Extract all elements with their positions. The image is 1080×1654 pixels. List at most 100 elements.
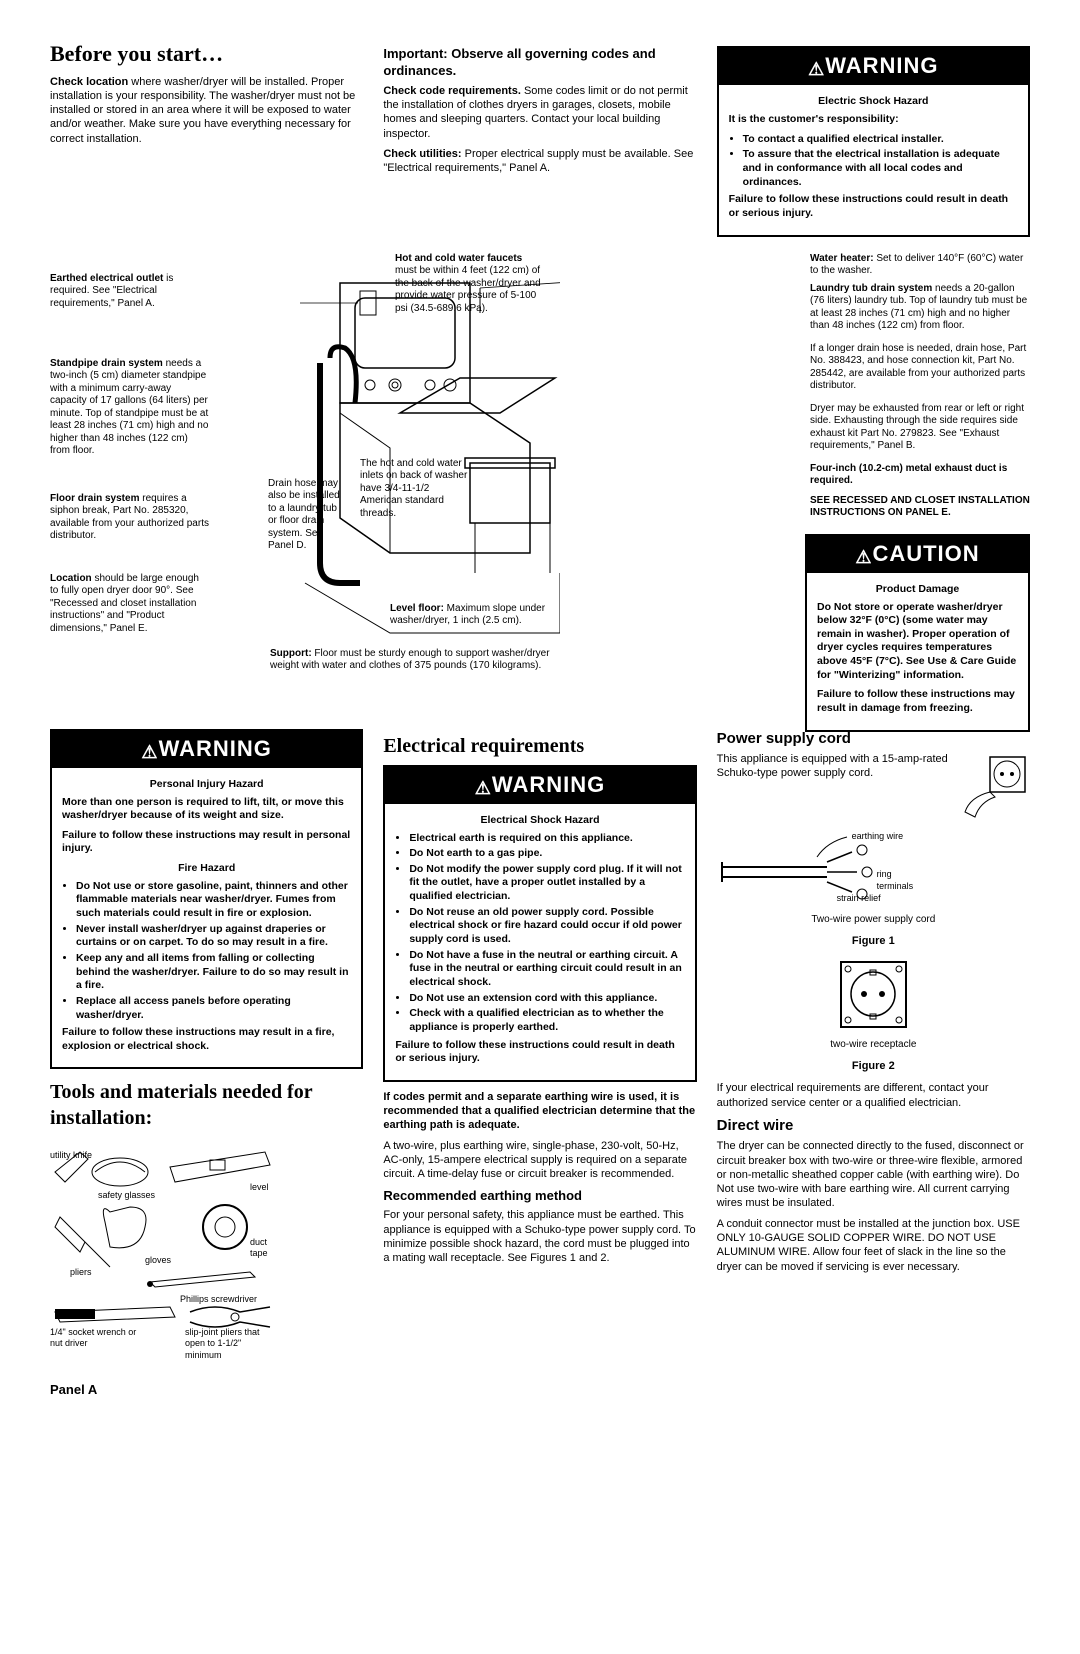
- important-col: Important: Observe all governing codes a…: [383, 40, 696, 243]
- fire-b2: Never install washer/dryer up against dr…: [76, 923, 351, 950]
- dryer-exhaust-text: Dryer may be exhausted from rear or left…: [810, 403, 1024, 452]
- power-cord-intro-row: This appliance is equipped with a 15-amp…: [717, 752, 1030, 822]
- standpipe-text: needs a two-inch (5 cm) diameter standpi…: [50, 358, 208, 457]
- fig2-label: Figure 2: [717, 1059, 1030, 1073]
- warning-personal-banner: ⚠WARNING: [52, 731, 361, 768]
- warning-triangle-icon: ⚠: [141, 742, 158, 762]
- direct-wire-p2: A conduit connector must be installed at…: [717, 1217, 1030, 1274]
- right-lower-col: Power supply cord This appliance is equi…: [717, 723, 1030, 1362]
- support-label: Support:: [270, 648, 312, 659]
- warning-banner: ⚠WARNING: [719, 48, 1028, 85]
- recessed-text: SEE RECESSED AND CLOSET INSTALLATION INS…: [810, 495, 1030, 519]
- water-heater-label: Water heater:: [810, 253, 874, 264]
- elec-shock-label: Electrical Shock Hazard: [395, 814, 684, 828]
- direct-wire-p1: The dryer can be connected directly to t…: [717, 1139, 1030, 1210]
- two-wire-caption: Two-wire power supply cord: [717, 913, 1030, 926]
- important-title: Important: Observe all governing codes a…: [383, 46, 696, 80]
- check-code-label: Check code requirements.: [383, 85, 521, 97]
- level-label: level: [250, 1182, 269, 1194]
- caution-triangle-icon: ⚠: [855, 547, 872, 567]
- standpipe-callout: Standpipe drain system needs a two-inch …: [50, 358, 210, 458]
- earthed-outlet-label: Earthed electrical outlet: [50, 273, 163, 284]
- direct-wire-title: Direct wire: [717, 1116, 1030, 1136]
- four-inch-callout: Four-inch (10.2-cm) metal exhaust duct i…: [810, 463, 1030, 488]
- receptacle-fig: [717, 957, 1030, 1036]
- installation-diagram: Earthed electrical outlet is required. S…: [50, 253, 1030, 693]
- product-damage-label: Product Damage: [817, 583, 1018, 597]
- before-start-text: Check location where washer/dryer will b…: [50, 75, 363, 146]
- fire-b4: Replace all access panels before operati…: [76, 995, 351, 1022]
- floor-drain-callout: Floor drain system requires a siphon bre…: [50, 493, 210, 543]
- floor-drain-label: Floor drain system: [50, 493, 139, 504]
- caution-banner: ⚠CAUTION: [807, 536, 1028, 573]
- personal-failure2: Failure to follow these instructions may…: [62, 1026, 351, 1053]
- utility-knife-label: utility knife: [50, 1150, 92, 1162]
- level-callout: Level floor: Maximum slope under washer/…: [390, 603, 550, 628]
- caution-banner-text: CAUTION: [872, 541, 979, 566]
- top-row: Before you start… Check location where w…: [50, 40, 1030, 243]
- four-inch-text: Four-inch (10.2-cm) metal exhaust duct i…: [810, 463, 1007, 487]
- fire-b3: Keep any and all items from falling or c…: [76, 952, 351, 993]
- standpipe-label: Standpipe drain system: [50, 358, 163, 369]
- eb1: Electrical earth is required on this app…: [409, 832, 684, 846]
- earthed-outlet-callout: Earthed electrical outlet is required. S…: [50, 273, 210, 311]
- eb3: Do Not modify the power supply cord plug…: [409, 863, 684, 904]
- elec-failure: Failure to follow these instructions cou…: [395, 1039, 684, 1066]
- warning-elec-body: Electrical Shock Hazard Electrical earth…: [385, 804, 694, 1080]
- eb7: Check with a qualified electrician as to…: [409, 1007, 684, 1034]
- panel-label: Panel A: [50, 1382, 1030, 1399]
- lower-row: ⚠WARNING Personal Injury Hazard More tha…: [50, 723, 1030, 1362]
- caution-container: ⚠CAUTION Product Damage Do Not store or …: [805, 528, 1030, 738]
- slip-joint-label: slip-joint pliers that open to 1-1/2" mi…: [185, 1327, 275, 1362]
- faucets-text: must be within 4 feet (122 cm) of the ba…: [395, 265, 541, 314]
- inlets-callout: The hot and cold water inlets on back of…: [360, 458, 470, 521]
- laundry-tub-label: Laundry tub drain system: [810, 283, 932, 294]
- strain-relief-label: strain relief: [837, 893, 881, 905]
- eb2: Do Not earth to a gas pipe.: [409, 847, 684, 861]
- warning-personal-body: Personal Injury Hazard More than one per…: [52, 768, 361, 1068]
- bullet-1: To contact a qualified electrical instal…: [743, 133, 1018, 147]
- warning-personal-banner-text: WARNING: [159, 736, 272, 761]
- duct-tape-label: duct tape: [250, 1237, 280, 1260]
- cord-wiring-icon: [717, 822, 937, 907]
- earthing-text: For your personal safety, this appliance…: [383, 1208, 696, 1265]
- earthing-wire-label: earthing wire: [852, 831, 904, 843]
- check-code: Check code requirements. Some codes limi…: [383, 84, 696, 141]
- personal-p1: More than one person is required to lift…: [62, 796, 351, 823]
- schuko-plug-icon: [960, 752, 1030, 822]
- fire-hazard-label: Fire Hazard: [62, 862, 351, 876]
- before-start-title: Before you start…: [50, 40, 363, 69]
- earthing-title: Recommended earthing method: [383, 1188, 696, 1205]
- recessed-callout: SEE RECESSED AND CLOSET INSTALLATION INS…: [810, 495, 1030, 520]
- warning-banner-text: WARNING: [825, 53, 938, 78]
- laundry-tub-callout: Laundry tub drain system needs a 20-gall…: [810, 283, 1030, 333]
- drain-hose-right-text: If a longer drain hose is needed, drain …: [810, 343, 1026, 392]
- check-utilities-label: Check utilities:: [383, 148, 461, 160]
- ring-terminals-label: ring terminals: [877, 869, 927, 892]
- eb5: Do Not have a fuse in the neutral or ear…: [409, 949, 684, 990]
- location-callout: Location should be large enough to fully…: [50, 573, 210, 636]
- safety-glasses-label: safety glasses: [98, 1190, 155, 1202]
- electrical-title: Electrical requirements: [383, 733, 696, 759]
- faucets-label: Hot and cold water faucets: [395, 253, 522, 264]
- personal-injury-label: Personal Injury Hazard: [62, 778, 351, 792]
- check-location-label: Check location: [50, 76, 128, 88]
- phillips-label: Phillips screwdriver: [180, 1294, 257, 1306]
- warning-triangle-icon: ⚠: [808, 59, 825, 79]
- fig1-label: Figure 1: [717, 934, 1030, 948]
- receptacle-caption: two-wire receptacle: [717, 1038, 1030, 1051]
- before-start-col: Before you start… Check location where w…: [50, 40, 363, 243]
- warning-elec-banner-text: WARNING: [492, 772, 605, 797]
- socket-label: 1/4" socket wrench or nut driver: [50, 1327, 140, 1350]
- gloves-label: gloves: [145, 1255, 171, 1267]
- support-callout: Support: Floor must be sturdy enough to …: [270, 648, 550, 673]
- fire-bullets: Do Not use or store gasoline, paint, thi…: [62, 880, 351, 1022]
- eb4: Do Not reuse an old power supply cord. P…: [409, 906, 684, 947]
- personal-failure1: Failure to follow these instructions may…: [62, 829, 351, 856]
- faucets-callout: Hot and cold water faucets must be withi…: [395, 253, 545, 316]
- warning-personal-box: ⚠WARNING Personal Injury Hazard More tha…: [50, 729, 363, 1070]
- level-label: Level floor:: [390, 603, 444, 614]
- elec-p2: A two-wire, plus earthing wire, single-p…: [383, 1139, 696, 1182]
- inlets-text: The hot and cold water inlets on back of…: [360, 458, 467, 519]
- eb6: Do Not use an extension cord with this a…: [409, 992, 684, 1006]
